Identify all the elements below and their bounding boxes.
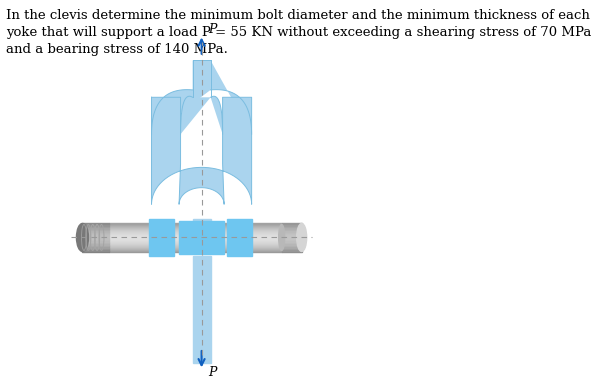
Bar xyxy=(193,256,211,363)
Bar xyxy=(109,233,282,235)
Bar xyxy=(109,251,282,252)
Bar xyxy=(109,224,282,225)
Text: P: P xyxy=(208,23,216,36)
Bar xyxy=(109,238,282,240)
Bar xyxy=(282,243,302,245)
Bar xyxy=(83,230,109,232)
Text: P: P xyxy=(208,366,216,379)
Bar xyxy=(83,229,109,230)
Bar xyxy=(282,224,302,226)
Bar xyxy=(83,224,109,226)
Bar xyxy=(83,246,109,248)
Bar xyxy=(83,240,109,242)
Bar xyxy=(109,242,282,243)
Bar xyxy=(109,227,282,228)
Bar xyxy=(83,233,109,235)
Bar xyxy=(109,244,282,245)
Text: In the clevis determine the minimum bolt diameter and the minimum thickness of e: In the clevis determine the minimum bolt… xyxy=(6,9,592,56)
Bar xyxy=(227,219,251,256)
Bar xyxy=(83,238,109,239)
Bar xyxy=(282,245,302,246)
Bar xyxy=(109,230,282,232)
Bar xyxy=(282,223,302,224)
Bar xyxy=(149,219,174,256)
Bar xyxy=(109,249,282,250)
Ellipse shape xyxy=(278,224,285,251)
Bar xyxy=(193,219,211,221)
Bar xyxy=(83,243,109,245)
Bar xyxy=(282,240,302,242)
Polygon shape xyxy=(152,97,251,204)
Bar xyxy=(83,239,109,240)
Bar xyxy=(83,232,109,233)
Bar xyxy=(282,233,302,235)
Bar xyxy=(179,221,224,254)
Bar xyxy=(109,243,282,244)
Polygon shape xyxy=(152,60,251,134)
Bar xyxy=(282,251,302,252)
Bar xyxy=(109,248,282,249)
Bar xyxy=(83,251,109,252)
Bar xyxy=(83,227,109,229)
Bar xyxy=(83,236,109,238)
Bar xyxy=(109,240,282,241)
Bar xyxy=(282,235,302,236)
Ellipse shape xyxy=(297,224,307,251)
Bar xyxy=(282,248,302,249)
Bar xyxy=(282,226,302,227)
Bar xyxy=(83,248,109,249)
Bar xyxy=(109,247,282,248)
Bar xyxy=(83,226,109,227)
Bar xyxy=(282,239,302,240)
Bar xyxy=(109,232,282,233)
Bar xyxy=(83,249,109,251)
Bar xyxy=(282,249,302,251)
Bar xyxy=(282,232,302,233)
Bar xyxy=(109,236,282,238)
Bar xyxy=(109,250,282,251)
Bar xyxy=(109,246,282,247)
Bar xyxy=(282,242,302,243)
Bar xyxy=(282,238,302,239)
Bar xyxy=(109,229,282,230)
Bar xyxy=(282,227,302,229)
Bar xyxy=(83,242,109,243)
Bar xyxy=(109,226,282,227)
Bar xyxy=(282,229,302,230)
Polygon shape xyxy=(180,96,222,134)
Bar xyxy=(282,236,302,238)
Bar xyxy=(282,246,302,248)
Bar xyxy=(282,230,302,232)
Bar xyxy=(109,245,282,246)
Bar xyxy=(109,225,282,226)
Bar xyxy=(109,235,282,236)
Bar xyxy=(109,241,282,242)
Bar xyxy=(83,245,109,246)
Bar xyxy=(83,223,109,224)
Ellipse shape xyxy=(76,224,89,251)
Bar xyxy=(109,223,282,224)
Bar xyxy=(83,235,109,236)
Bar xyxy=(109,228,282,229)
